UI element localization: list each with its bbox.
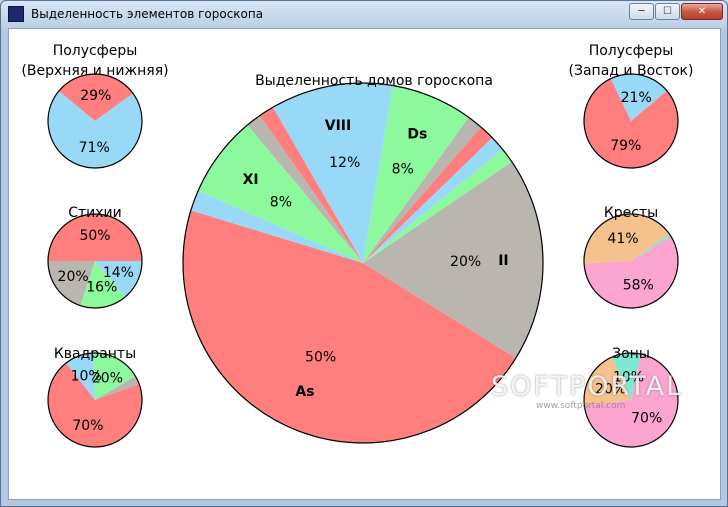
houses-title: Выделенность домов гороскопа [255, 73, 493, 89]
zones-value-label: 20% [595, 381, 626, 397]
crosses-slice [583, 213, 670, 264]
maximize-button[interactable]: ☐ [655, 3, 680, 20]
hemispheres-horizontal-value-label: 79% [610, 138, 641, 154]
elements-value-label: 50% [79, 228, 110, 244]
houses-slice [198, 125, 363, 263]
houses-slice [363, 85, 469, 263]
crosses-pie: 58% 41% Кресты [583, 205, 679, 309]
quadrants-slice [93, 353, 136, 400]
hemispheres-vertical-title: Полусферы [53, 43, 138, 59]
app-icon [8, 6, 24, 22]
hemispheres-horizontal-slice [610, 73, 667, 121]
zones-value-label: 10% [613, 370, 644, 386]
hemispheres-vertical-value-label: 71% [79, 140, 110, 156]
houses-slice [363, 149, 512, 263]
crosses-outline [583, 213, 679, 309]
quadrants-slice [95, 375, 140, 400]
houses-slice [363, 161, 544, 359]
houses-slice [183, 210, 516, 443]
close-button[interactable]: ✕ [681, 3, 723, 20]
elements-slice [95, 261, 142, 298]
elements-slice [48, 214, 142, 261]
crosses-value-label: 58% [623, 277, 654, 293]
elements-slice [48, 261, 95, 306]
houses-value-label: 8% [270, 195, 292, 211]
houses-house-label: Ds [407, 127, 427, 143]
quadrants-pie: 70% 20%10% Квадранты [47, 346, 143, 448]
zones-outline [583, 352, 679, 448]
houses-house-label: XI [243, 172, 259, 188]
quadrants-outline [47, 352, 143, 448]
houses-house-label: II [498, 253, 508, 269]
hemispheres-vertical-title: (Верхняя и нижняя) [21, 63, 168, 79]
hemispheres-vertical-slice [58, 74, 134, 121]
hemispheres-horizontal-title: Полусферы [589, 43, 674, 59]
chart-area: 29% 71% Полусферы (Верхняя и нижняя) 50% 20% 1… [8, 28, 721, 500]
zones-value-label: 70% [631, 411, 662, 427]
quadrants-value-label: 20% [92, 370, 123, 386]
zones-pie: 70% 10%20% Зоны [583, 346, 679, 448]
quadrants-value-label: 70% [72, 418, 103, 434]
elements-pie: 50% 20%16%14% Стихии [47, 205, 143, 309]
houses-slice [363, 127, 493, 263]
houses-value-label: 20% [450, 254, 481, 270]
hemispheres-horizontal-title: (Запад и Восток) [569, 63, 694, 79]
elements-value-label: 20% [58, 269, 89, 285]
hemispheres-horizontal-slice [583, 78, 678, 168]
title-bar[interactable]: Выделенность элементов гороскопа ─ ☐ ✕ [1, 1, 727, 27]
zones-title: Зоны [612, 346, 650, 362]
crosses-slice [631, 233, 671, 261]
elements-outline [47, 213, 143, 309]
houses-value-label: 50% [305, 349, 336, 365]
houses-value-label: 12% [329, 155, 360, 171]
hemispheres-vertical-outline [47, 73, 143, 169]
zones-slice [584, 354, 679, 448]
houses-slice [363, 137, 503, 263]
quadrants-slice [48, 362, 143, 447]
hemispheres-vertical-slice [48, 91, 143, 169]
houses-house-label: VIII [325, 118, 351, 134]
houses-slice [190, 190, 363, 263]
houses-house-label: As [295, 384, 314, 400]
hemispheres-horizontal-pie: 21% 79% Полусферы (Запад и Восток) [569, 43, 694, 169]
quadrants-slice [66, 353, 95, 400]
elements-value-label: 16% [86, 279, 117, 295]
elements-slice [80, 261, 125, 308]
minimize-button[interactable]: ─ [629, 3, 654, 20]
houses-slice [272, 82, 393, 263]
quadrants-title: Квадранты [54, 346, 136, 362]
zones-slice [611, 353, 641, 400]
elements-title: Стихии [68, 205, 122, 221]
hemispheres-vertical-value-label: 29% [80, 88, 111, 104]
houses-value-label: 8% [392, 161, 414, 177]
charts-canvas: 29%71%Полусферы(Верхняя и нижняя)50%20%1… [21, 43, 694, 448]
crosses-slice [584, 236, 678, 308]
houses-slice [259, 107, 363, 263]
crosses-title: Кресты [604, 205, 658, 221]
hemispheres-horizontal-value-label: 21% [621, 90, 652, 106]
houses-slice [363, 117, 481, 263]
elements-value-label: 14% [103, 265, 134, 281]
houses-outline [182, 82, 544, 444]
houses-slice [247, 115, 363, 263]
quadrants-value-label: 10% [71, 369, 102, 385]
hemispheres-horizontal-outline [583, 73, 679, 169]
hemispheres-vertical-pie: 29% 71% Полусферы (Верхняя и нижняя) [21, 43, 169, 169]
houses-pie: 50% As 20% II 8% Ds 12% VIII 8% XI Выделенность до… [182, 73, 544, 444]
crosses-value-label: 41% [607, 231, 638, 247]
window-title: Выделенность элементов гороскопа [31, 7, 264, 21]
